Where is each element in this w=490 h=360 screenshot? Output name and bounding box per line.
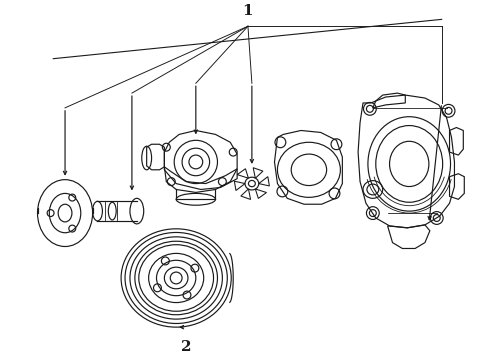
Text: 1: 1 [243, 4, 253, 18]
Text: 2: 2 [181, 340, 191, 354]
